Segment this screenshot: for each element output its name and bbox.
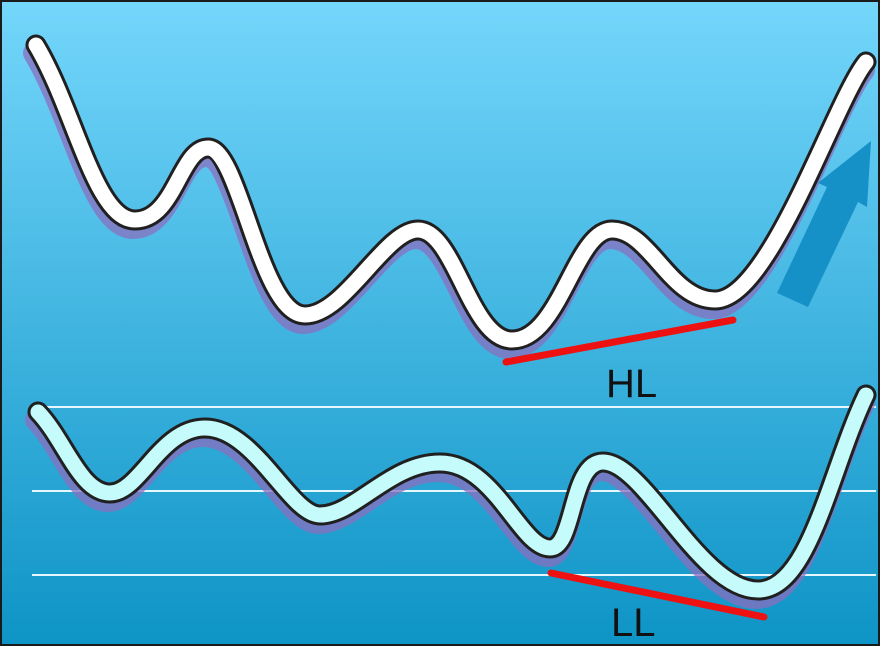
up-right-arrow-icon [777,141,871,307]
higher-low-label: HL [606,362,657,406]
indicator-line-fill [30,387,874,598]
higher-low-line [502,316,737,366]
price-line [23,34,877,359]
indicator-line [25,384,877,609]
lower-low-line [547,569,768,621]
lower-low-label: LL [611,601,656,645]
price-line-fill [28,37,874,348]
